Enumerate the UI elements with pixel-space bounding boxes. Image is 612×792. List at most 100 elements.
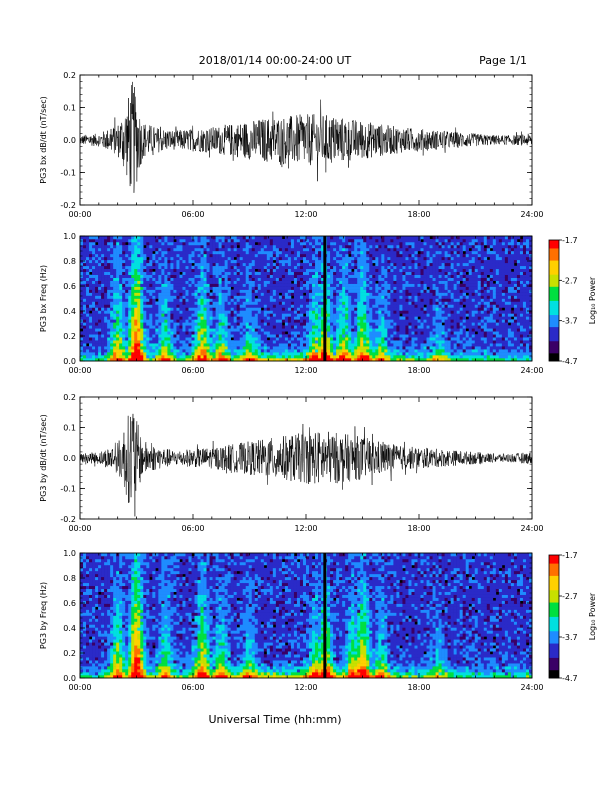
- spectrogram-cell: [321, 262, 325, 267]
- spectrogram-cell: [101, 268, 105, 273]
- spectrogram-cell: [107, 277, 111, 281]
- spectrogram-cell: [254, 325, 259, 329]
- spectrogram-cell: [143, 295, 147, 299]
- spectrogram-cell: [293, 238, 298, 243]
- spectrogram-cell: [369, 328, 373, 332]
- spectrogram-cell: [173, 352, 177, 356]
- spectrogram-cell: [149, 340, 153, 344]
- spectrogram-cell: [107, 241, 111, 246]
- spectrogram-cell: [95, 289, 99, 293]
- spectrogram-cell: [215, 310, 219, 314]
- spectrogram-cell: [296, 274, 301, 278]
- spectrogram-cell: [206, 319, 210, 323]
- spectrogram-cell: [378, 236, 382, 240]
- spectrogram-cell: [432, 256, 436, 261]
- spectrogram-cell: [306, 280, 310, 284]
- spectrogram-cell: [429, 295, 433, 299]
- spectrogram-cell: [131, 271, 135, 275]
- spectrogram-cell: [342, 262, 346, 267]
- spectrogram-cell: [194, 328, 198, 332]
- spectrogram-cell: [363, 259, 367, 264]
- spectrogram-cell: [116, 268, 120, 273]
- spectrogram-cell: [423, 277, 427, 281]
- spectrogram-cell: [315, 346, 319, 350]
- spectrogram-cell: [408, 319, 412, 323]
- spectrogram-cell: [372, 352, 376, 356]
- spectrogram-cell: [420, 358, 424, 362]
- spectrogram-cell: [354, 343, 358, 347]
- spectrogram-cell: [110, 250, 114, 255]
- spectrogram-cell: [152, 301, 156, 305]
- spectrogram-cell: [101, 241, 105, 246]
- spectrogram-cell: [143, 253, 147, 258]
- spectrogram-cell: [312, 259, 316, 264]
- spectrogram-cell: [363, 238, 367, 243]
- spectrogram-cell: [351, 253, 355, 258]
- spectrogram-cell: [86, 259, 90, 264]
- spectrogram-cell: [152, 307, 156, 311]
- spectrogram-cell: [185, 325, 189, 329]
- spectrogram-cell: [278, 325, 283, 329]
- spectrogram-cell: [233, 250, 237, 255]
- spectrogram-cell: [83, 295, 87, 299]
- spectrogram-cell: [251, 250, 256, 255]
- spectrogram-cell: [426, 301, 430, 305]
- spectrogram-cell: [378, 262, 382, 267]
- spectrogram-cell: [339, 265, 343, 270]
- spectrogram-cell: [206, 271, 210, 275]
- spectrogram-cell: [302, 265, 307, 270]
- spectrogram-cell: [245, 337, 250, 341]
- spectrogram-cell: [137, 253, 141, 258]
- spectrogram-cell: [318, 358, 322, 362]
- spectrogram-cell: [414, 241, 418, 246]
- spectrogram-cell: [330, 268, 334, 273]
- spectrogram-cell: [122, 331, 126, 335]
- spectrogram-cell: [83, 340, 87, 344]
- spectrogram-cell: [116, 337, 120, 341]
- spectrogram-cell: [266, 331, 271, 335]
- spectrogram-cell: [245, 328, 250, 332]
- spectrogram-cell: [263, 349, 268, 353]
- spectrogram-cell: [206, 340, 210, 344]
- spectrogram-cell: [200, 331, 204, 335]
- spectrogram-cell: [293, 298, 298, 302]
- spectrogram-cell: [290, 236, 295, 240]
- spectrogram-cell: [251, 328, 256, 332]
- spectrogram-cell: [224, 313, 228, 317]
- spectrogram-cell: [227, 274, 231, 278]
- spectrogram-cell: [342, 271, 346, 275]
- spectrogram-cell: [200, 301, 204, 305]
- spectrogram-cell: [327, 304, 331, 308]
- spectrogram-cell: [309, 334, 313, 338]
- spectrogram-cell: [333, 346, 337, 350]
- spectrogram-cell: [134, 298, 138, 302]
- spectrogram-cell: [266, 343, 271, 347]
- spectrogram-cell: [390, 283, 394, 287]
- spectrogram-cell: [327, 319, 331, 323]
- spectrogram-cell: [429, 298, 433, 302]
- spectrogram-cell: [134, 346, 138, 350]
- spectrogram-cell: [363, 277, 367, 281]
- spectrogram-cell: [104, 253, 108, 258]
- spectrogram-cell: [149, 247, 153, 252]
- spectrogram-cell: [318, 319, 322, 323]
- spectrogram-cell: [309, 319, 313, 323]
- spectrogram-cell: [414, 337, 418, 341]
- spectrogram-cell: [296, 325, 301, 329]
- spectrogram-cell: [372, 355, 376, 359]
- spectrogram-cell: [306, 253, 310, 258]
- spectrogram-cell: [116, 274, 120, 278]
- spectrogram-cell: [110, 343, 114, 347]
- spectrogram-cell: [357, 337, 361, 341]
- spectrogram-cell: [381, 304, 385, 308]
- spectrogram-cell: [354, 328, 358, 332]
- spectrogram-cell: [411, 295, 415, 299]
- spectrogram-cell: [83, 292, 87, 296]
- spectrogram-cell: [351, 349, 355, 353]
- spectrogram-cell: [414, 310, 418, 314]
- spectrogram-cell: [393, 352, 397, 356]
- spectrogram-cell: [218, 250, 222, 255]
- spectrogram-cell: [420, 292, 424, 296]
- spectrogram-cell: [176, 250, 180, 255]
- spectrogram-cell: [378, 358, 382, 362]
